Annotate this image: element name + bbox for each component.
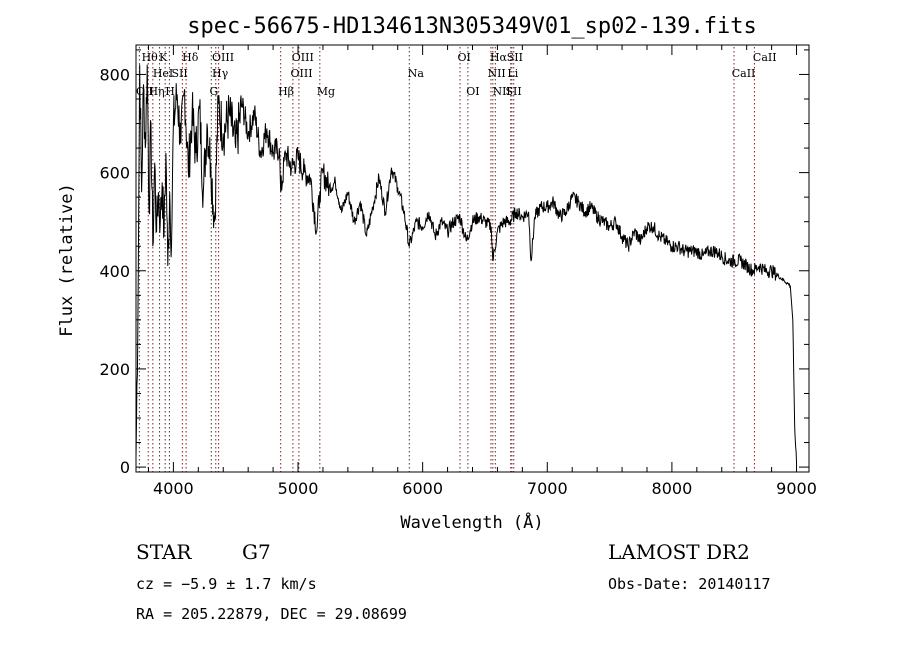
spectral-line-label: OIII [212, 51, 234, 64]
spectrum-series-line [135, 64, 797, 463]
spectral-line-label: Hγ [212, 67, 229, 80]
spectral-line-label: SII [507, 51, 523, 64]
plot-frame [135, 44, 810, 473]
spectral-line-label: HeI [153, 67, 173, 80]
x-tick-label: 4000 [153, 479, 194, 498]
x-axis-ticks: 4000 5000 6000 7000 8000 9000 [147, 45, 817, 498]
spectral-line-label: Na [408, 67, 425, 80]
spectral-line-label: Hδ [182, 51, 199, 64]
spectral-line-label: SII [506, 85, 522, 98]
y-tick-label: 400 [99, 262, 130, 281]
x-tick-label: 7000 [527, 479, 568, 498]
y-axis-ticks: 0 200 400 600 800 [99, 49, 809, 477]
spectral-line-label: Li [507, 67, 518, 80]
y-tick-label: 200 [99, 360, 130, 379]
spectral-line-label: Hη [148, 85, 164, 98]
y-tick-label: 600 [99, 164, 130, 183]
spectral-line-label: NII [492, 85, 510, 98]
spectral-line-label: H [165, 85, 175, 98]
spectral-subclass: G7 [242, 540, 271, 564]
spectral-line-label: NII [487, 67, 505, 80]
spectral-line-label: G [210, 85, 219, 98]
spectral-line-label: CaII [732, 67, 756, 80]
x-tick-label: 8000 [652, 479, 693, 498]
observation-date: Obs-Date: 20140117 [608, 575, 771, 593]
spectral-line-label: OI [458, 51, 471, 64]
x-axis-label: Wavelength (Å) [400, 511, 543, 533]
spectral-line-label: SII [172, 67, 188, 80]
spectral-line-label: OIII [292, 51, 314, 64]
spectral-line-label: Hα [490, 51, 508, 64]
spectral-line-label: CaII [753, 51, 777, 64]
x-tick-label: 9000 [776, 479, 817, 498]
x-tick-label: 5000 [278, 479, 319, 498]
spectral-line-label: Hθ [142, 51, 159, 64]
spectral-line-label: OIII [291, 67, 313, 80]
coordinates: RA = 205.22879, DEC = 29.08699 [136, 605, 407, 623]
y-axis-label: Flux (relative) [57, 183, 77, 337]
survey-name: LAMOST DR2 [608, 540, 750, 564]
spectral-line-label: Hβ [278, 85, 294, 98]
redshift-info: cz = −5.9 ± 1.7 km/s [136, 575, 317, 593]
chart-title: spec-56675-HD134613N305349V01_sp02-139.f… [187, 14, 757, 39]
spectral-line-label: K [159, 51, 168, 64]
spectral-line-markers [138, 47, 755, 472]
y-tick-label: 800 [99, 65, 130, 84]
spectral-line-label: OI [466, 85, 479, 98]
spectral-line-label: Mg [317, 85, 335, 98]
x-tick-label: 6000 [402, 479, 443, 498]
object-type: STAR [136, 540, 192, 564]
spectral-line-labels: OIIHθHηHeIKHSIIHδGHγOIIIHβOIIIOIIIMgNaOI… [136, 51, 777, 98]
y-tick-label: 0 [120, 458, 130, 477]
